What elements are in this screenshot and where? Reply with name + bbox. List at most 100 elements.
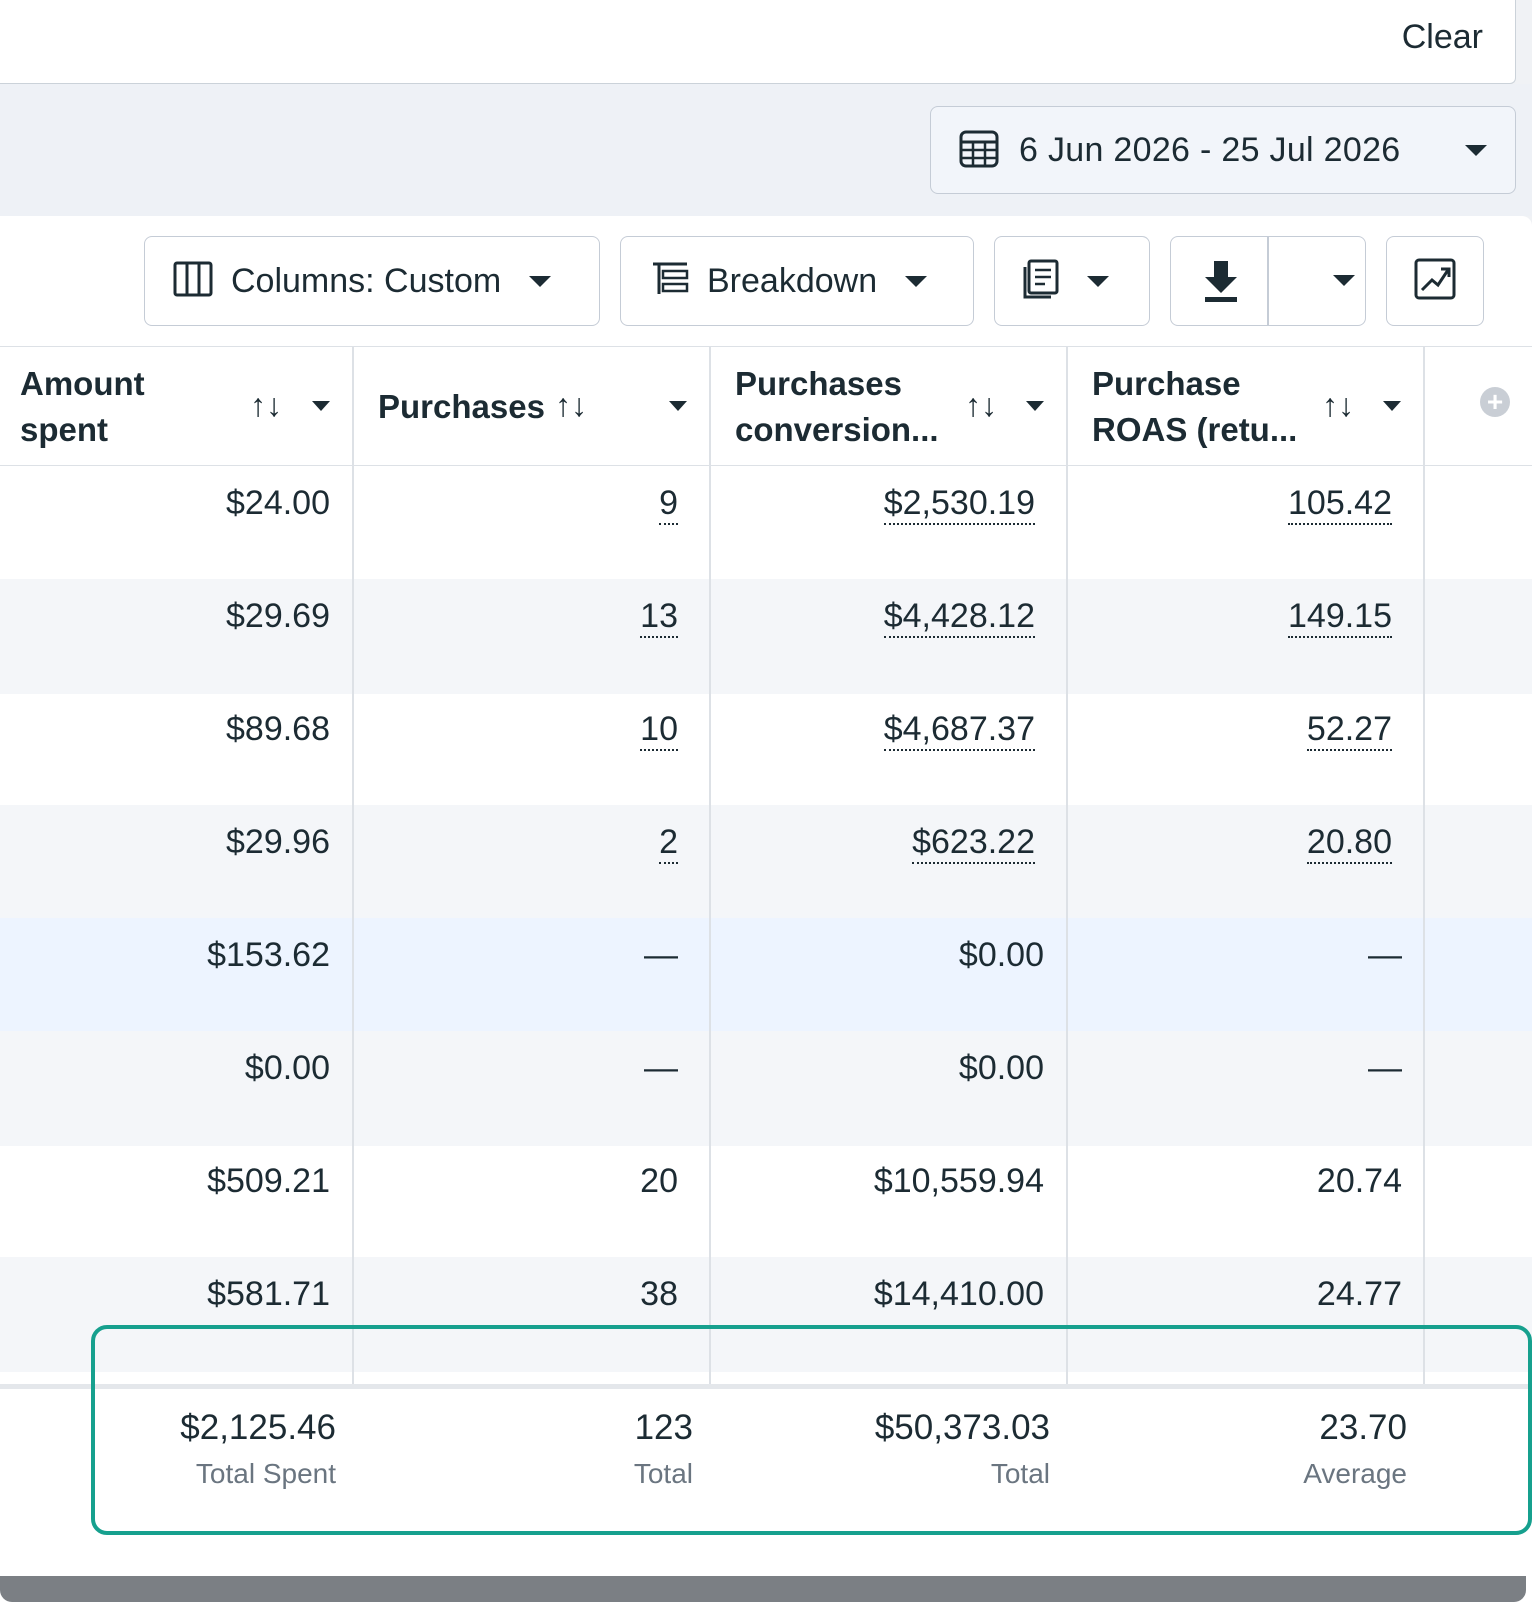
cell-conversion-value[interactable]: $4,687.37 (883, 710, 1035, 751)
reports-icon (1021, 259, 1063, 304)
add-column-icon[interactable]: + (1480, 387, 1510, 417)
clear-filters-link[interactable]: Clear (1401, 18, 1483, 56)
cell-roas[interactable]: 52.27 (1306, 710, 1392, 751)
table-row[interactable]: $89.68 10 $4,687.37 52.27 (0, 692, 1532, 807)
table-row[interactable]: $29.69 13 $4,428.12 149.15 (0, 579, 1532, 694)
cell-roas: — (1368, 1049, 1402, 1087)
table-row[interactable]: $29.96 2 $623.22 20.80 (0, 805, 1532, 920)
cell-amount-spent: $0.00 (244, 1049, 330, 1087)
columns-icon (173, 261, 213, 302)
breakdown-label: Breakdown (707, 261, 878, 300)
table-row[interactable]: $581.71 38 $14,410.00 24.77 (0, 1257, 1532, 1372)
total-amount-spent: $2,125.46 Total Spent (180, 1405, 336, 1497)
header-label: conversion... (735, 411, 939, 448)
date-row: 6 Jun 2026 - 25 Jul 2026 (0, 84, 1532, 216)
column-divider (709, 346, 711, 1572)
total-label: Total (633, 1458, 693, 1489)
cell-amount-spent: $89.68 (226, 710, 330, 748)
cell-conversion-value: $0.00 (958, 1049, 1044, 1087)
cell-amount-spent: $153.62 (207, 936, 330, 974)
table-row[interactable]: $153.62 — $0.00 — (0, 918, 1532, 1033)
header-label: ROAS (retu... (1092, 411, 1298, 448)
totals-highlight-box (91, 1325, 1532, 1535)
table-row[interactable]: $0.00 — $0.00 — (0, 1031, 1532, 1146)
cell-conversion-value: $10,559.94 (873, 1162, 1044, 1200)
cell-roas: 20.74 (1316, 1162, 1402, 1200)
total-value: 123 (634, 1408, 693, 1447)
cell-conversion-value[interactable]: $4,428.12 (883, 597, 1035, 638)
column-header-amount-spent[interactable]: Amount spent ↑↓ (0, 347, 353, 465)
export-options-caret[interactable] (1333, 275, 1355, 286)
header-label: spent (20, 411, 109, 448)
filter-bar: Clear (0, 0, 1516, 84)
header-label: Purchases (735, 365, 902, 402)
column-divider (1066, 346, 1068, 1572)
cell-amount-spent: $24.00 (226, 484, 330, 522)
download-icon[interactable] (1201, 259, 1241, 308)
cell-purchases: 20 (640, 1162, 678, 1200)
total-label: Total (990, 1458, 1050, 1489)
totals-row: $2,125.46 Total Spent 123 Total $50,373.… (0, 1384, 1532, 1574)
chart-button[interactable] (1386, 236, 1484, 326)
chevron-down-icon (529, 275, 552, 287)
cell-amount-spent: $29.69 (226, 597, 330, 635)
cell-purchases: 38 (640, 1275, 678, 1313)
column-menu-caret[interactable] (1026, 401, 1044, 411)
cell-conversion-value[interactable]: $2,530.19 (883, 484, 1035, 525)
total-roas: 23.70 Average (1303, 1405, 1407, 1497)
column-menu-caret[interactable] (669, 401, 687, 411)
table-row[interactable]: $24.00 9 $2,530.19 105.42 (0, 466, 1532, 581)
header-label: Amount (20, 365, 145, 402)
sort-icon[interactable]: ↑↓ (965, 387, 997, 423)
cell-amount-spent: $29.96 (226, 823, 330, 861)
total-value: $50,373.03 (874, 1408, 1050, 1447)
date-range-label: 6 Jun 2026 - 25 Jul 2026 (1019, 130, 1401, 169)
split-divider (1267, 237, 1269, 325)
sort-icon[interactable]: ↑↓ (555, 387, 587, 423)
chevron-down-icon (1087, 275, 1109, 287)
cell-purchases[interactable]: 13 (640, 597, 678, 638)
cell-purchases[interactable]: 10 (640, 710, 678, 751)
cell-purchases[interactable]: 2 (659, 823, 678, 864)
table-card: Columns: Custom Breakdown (0, 216, 1532, 1602)
cell-roas: 24.77 (1316, 1275, 1402, 1313)
cell-purchases[interactable]: 9 (659, 484, 678, 525)
sort-icon[interactable]: ↑↓ (250, 387, 282, 423)
cell-conversion-value: $14,410.00 (873, 1275, 1044, 1313)
cell-amount-spent: $509.21 (207, 1162, 330, 1200)
column-header-purchases-conversion[interactable]: Purchases conversion... ↑↓ (710, 347, 1067, 465)
calendar-icon (959, 128, 999, 173)
table-row[interactable]: $509.21 20 $10,559.94 20.74 (0, 1144, 1532, 1259)
total-conversion-value: $50,373.03 Total (875, 1405, 1050, 1497)
chart-icon (1414, 258, 1456, 305)
total-label: Total Spent (195, 1458, 336, 1489)
breakdown-button[interactable]: Breakdown (620, 236, 974, 326)
chevron-down-icon (905, 275, 928, 287)
total-label: Average (1303, 1458, 1407, 1489)
cell-amount-spent: $581.71 (207, 1275, 330, 1313)
sort-icon[interactable]: ↑↓ (1322, 387, 1354, 423)
cell-roas[interactable]: 20.80 (1306, 823, 1392, 864)
columns-button[interactable]: Columns: Custom (144, 236, 600, 326)
cell-purchases: — (644, 936, 678, 974)
cell-roas[interactable]: 149.15 (1288, 597, 1392, 638)
chevron-down-icon (1465, 144, 1487, 156)
column-header-purchases[interactable]: Purchases ↑↓ (353, 347, 710, 465)
column-menu-caret[interactable] (312, 401, 330, 411)
column-divider (352, 346, 354, 1572)
header-label: Purchase (1092, 365, 1241, 402)
cell-roas[interactable]: 105.42 (1288, 484, 1392, 525)
total-purchases: 123 Total (634, 1405, 693, 1497)
total-value: 23.70 (1319, 1408, 1407, 1447)
horizontal-scrollbar[interactable] (0, 1576, 1526, 1602)
column-menu-caret[interactable] (1383, 401, 1401, 411)
column-header-purchase-roas[interactable]: Purchase ROAS (retu... ↑↓ (1067, 347, 1424, 465)
total-value: $2,125.46 (180, 1408, 336, 1447)
reports-button[interactable] (994, 236, 1150, 326)
cell-conversion-value[interactable]: $623.22 (912, 823, 1035, 864)
columns-label: Columns: Custom (231, 261, 502, 300)
header-label: Purchases (378, 388, 545, 425)
breakdown-icon (651, 260, 689, 303)
cell-purchases: — (644, 1049, 678, 1087)
date-range-picker[interactable]: 6 Jun 2026 - 25 Jul 2026 (930, 106, 1516, 194)
